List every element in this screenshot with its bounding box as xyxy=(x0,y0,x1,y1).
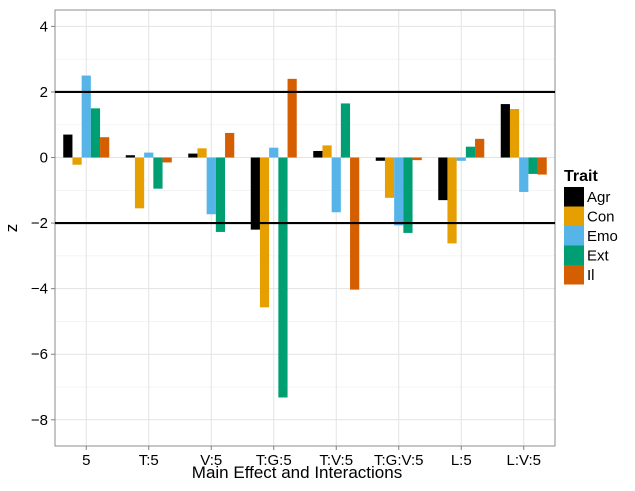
legend: Trait Agr Con Emo Ext Il xyxy=(564,168,618,285)
grid xyxy=(54,9,556,447)
bar-emo-3 xyxy=(269,147,279,158)
bar-con-4 xyxy=(322,145,332,158)
bar-ext-6 xyxy=(465,146,476,158)
x-tick-label: L:5 xyxy=(451,452,472,469)
bar-con-2 xyxy=(197,148,207,158)
x-tick-label: T:G:5 xyxy=(256,452,292,469)
bar-emo-1 xyxy=(144,152,154,158)
legend-swatch-emo xyxy=(564,226,584,246)
x-tick-label: V:5 xyxy=(200,452,222,469)
bar-emo-4 xyxy=(331,157,341,213)
legend-label-il: Il xyxy=(587,267,595,284)
x-tick-label: 5 xyxy=(82,452,90,469)
x-tick-label: T:G:V:5 xyxy=(374,452,423,469)
y-tick-label: −4 xyxy=(31,281,48,298)
bar-ext-7 xyxy=(528,157,538,174)
bars xyxy=(63,75,547,398)
legend-title: Trait xyxy=(564,168,598,185)
bar-emo-6 xyxy=(456,157,466,161)
y-axis-label: z xyxy=(2,224,21,233)
bar-ext-2 xyxy=(215,157,226,232)
y-tick-label: −6 xyxy=(31,346,48,363)
bar-il-6 xyxy=(475,138,485,158)
legend-label-emo: Emo xyxy=(587,228,618,245)
bar-emo-0 xyxy=(81,75,91,158)
legend-swatch-agr xyxy=(564,187,584,207)
bar-il-0 xyxy=(100,137,110,158)
legend-label-agr: Agr xyxy=(587,189,610,206)
bar-emo-2 xyxy=(206,157,216,215)
bar-agr-4 xyxy=(313,150,323,158)
x-tick-label: T:V:5 xyxy=(319,452,353,469)
bar-ext-1 xyxy=(153,157,163,189)
y-tick-label: −2 xyxy=(31,215,48,232)
bar-agr-0 xyxy=(63,134,73,158)
bar-agr-2 xyxy=(188,153,198,158)
bar-agr-5 xyxy=(375,157,385,161)
bar-il-3 xyxy=(287,78,297,158)
legend-label-con: Con xyxy=(587,209,615,226)
y-tick-label: −8 xyxy=(31,412,48,429)
bar-il-2 xyxy=(225,132,235,158)
bar-il-5 xyxy=(412,157,422,161)
y-tick-label: 2 xyxy=(40,84,48,101)
bar-con-7 xyxy=(509,109,520,158)
bar-agr-7 xyxy=(500,104,510,158)
x-tick-label: L:V:5 xyxy=(507,452,541,469)
bar-con-6 xyxy=(447,157,457,244)
bar-ext-3 xyxy=(278,157,288,398)
axes: −8 −6 −4 −2 0 2 4 5 T:5 V:5 T:G:5 T:V:5 T:G:V:5 L:5 L:… xyxy=(31,18,541,469)
bar-emo-7 xyxy=(519,157,529,192)
legend-swatch-il xyxy=(564,265,584,285)
legend-swatch-con xyxy=(564,206,584,226)
y-tick-label: 4 xyxy=(40,18,48,35)
bar-agr-1 xyxy=(125,155,135,158)
bar-ext-5 xyxy=(403,157,413,233)
bar-con-0 xyxy=(72,157,82,165)
reference-lines xyxy=(55,90,555,225)
x-tick-label: T:5 xyxy=(139,452,159,469)
bar-il-7 xyxy=(537,157,547,175)
bar-ext-0 xyxy=(90,108,101,158)
plot-border xyxy=(54,9,556,447)
bar-il-1 xyxy=(162,157,172,163)
y-tick-label: 0 xyxy=(40,150,48,167)
bar-con-5 xyxy=(384,157,395,198)
bar-ext-4 xyxy=(340,103,351,158)
bar-agr-6 xyxy=(438,157,448,201)
bar-con-1 xyxy=(134,157,145,209)
legend-label-ext: Ext xyxy=(587,248,610,265)
bar-emo-5 xyxy=(394,157,404,226)
legend-swatch-ext xyxy=(564,245,584,265)
bar-agr-3 xyxy=(250,157,260,230)
x-axis-label: Main Effect and Interactions xyxy=(192,463,402,482)
bar-con-3 xyxy=(259,157,270,308)
